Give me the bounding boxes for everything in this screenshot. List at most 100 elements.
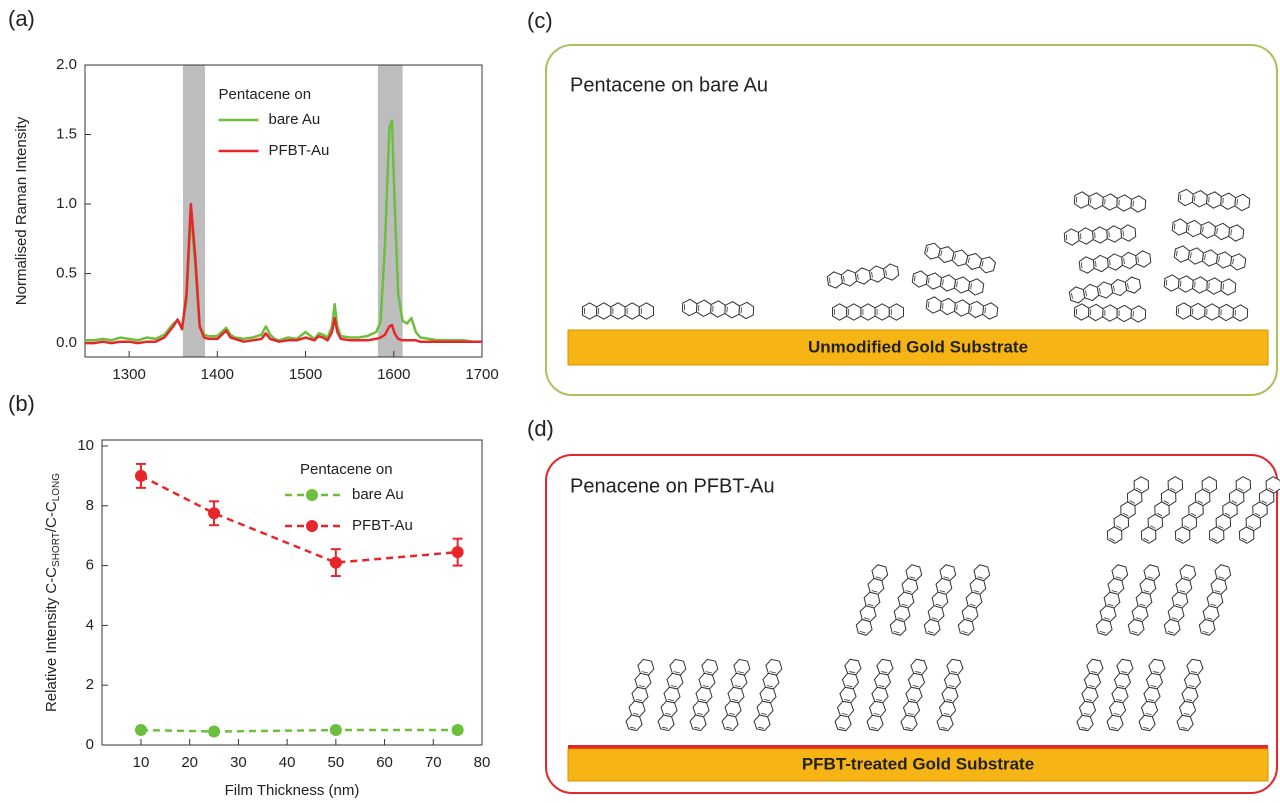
ring: [839, 686, 857, 704]
bond: [1222, 197, 1224, 204]
pentacene: [1176, 658, 1204, 732]
ring: [1145, 672, 1164, 690]
bond: [844, 699, 851, 701]
bond: [1147, 576, 1154, 579]
bond: [1111, 727, 1118, 729]
ring: [634, 672, 652, 690]
ring: [1124, 276, 1142, 294]
bond: [927, 631, 934, 634]
bond: [635, 698, 642, 702]
ring: [657, 714, 675, 732]
bond: [1183, 713, 1190, 715]
bond: [970, 305, 972, 312]
x-tick-label: 40: [279, 754, 296, 771]
bond: [943, 713, 950, 715]
bond: [1129, 500, 1136, 504]
bond: [673, 671, 680, 674]
bond: [1188, 685, 1195, 687]
bond: [641, 671, 648, 674]
ring: [1078, 700, 1097, 718]
bond: [901, 603, 908, 607]
pentacene: [1073, 191, 1147, 213]
bond: [914, 275, 916, 282]
pentacene: [832, 303, 904, 321]
x-tick-label: 1400: [201, 366, 234, 383]
ring: [669, 658, 687, 676]
bond: [1171, 617, 1178, 620]
bond: [867, 603, 874, 607]
bond: [1156, 512, 1163, 517]
pentacene: [657, 658, 687, 732]
ring: [1096, 281, 1114, 299]
ring: [902, 700, 921, 718]
bond: [1206, 617, 1213, 620]
ring: [738, 301, 755, 320]
bond: [1254, 512, 1261, 517]
ring: [698, 672, 716, 690]
bond: [1236, 199, 1238, 206]
bond: [857, 273, 859, 280]
ring: [721, 714, 739, 732]
bond: [1163, 500, 1170, 504]
ring: [1108, 700, 1127, 718]
bond: [1099, 287, 1101, 294]
bond: [731, 698, 738, 702]
pentacene: [1138, 658, 1166, 732]
marker: [208, 507, 221, 520]
bond: [1153, 671, 1160, 673]
pentacene: [957, 564, 991, 636]
bond: [1135, 617, 1142, 620]
bond: [1204, 254, 1206, 261]
panel-label: (a): [8, 6, 35, 31]
bond: [871, 590, 878, 593]
label-part: Relative Intensity C-C: [43, 567, 60, 712]
x-tick-label: 1700: [465, 366, 498, 383]
diagram-title: Pentacene on bare Au: [570, 74, 768, 96]
bond: [737, 671, 744, 674]
ring: [826, 271, 844, 289]
bond: [1139, 603, 1146, 607]
bond: [761, 712, 767, 715]
bond: [667, 698, 674, 702]
bond: [1179, 590, 1186, 593]
ring: [888, 303, 904, 321]
y-tick-label: 1.5: [56, 125, 77, 142]
bond: [1113, 713, 1120, 715]
ring: [1186, 658, 1204, 676]
y-tick-label: 0: [86, 736, 94, 753]
bond: [1115, 576, 1122, 579]
x-tick-label: 1300: [112, 366, 145, 383]
bond: [1186, 699, 1193, 701]
bond: [1173, 223, 1176, 230]
bond: [1118, 685, 1125, 687]
bond: [977, 576, 984, 579]
bond: [1218, 256, 1220, 263]
bond: [931, 617, 938, 620]
bond: [928, 277, 930, 284]
bond: [699, 698, 706, 702]
pentacene: [1127, 564, 1161, 636]
bond: [1145, 713, 1152, 715]
ring: [938, 700, 957, 718]
ring: [1232, 304, 1249, 322]
bond: [969, 603, 976, 607]
bond: [970, 283, 972, 290]
ring: [941, 686, 959, 704]
ring: [1083, 672, 1102, 690]
bond: [846, 685, 853, 687]
bond: [1204, 487, 1210, 492]
bond: [871, 727, 878, 729]
bond: [1176, 250, 1178, 257]
bond: [946, 699, 953, 701]
ring: [1106, 714, 1124, 732]
bond: [662, 726, 669, 729]
pentacene: [681, 298, 755, 320]
ring: [871, 686, 889, 704]
pentacene: [753, 658, 783, 732]
ring: [1120, 224, 1137, 242]
bond: [1137, 256, 1139, 263]
bond: [1071, 292, 1073, 299]
ring: [637, 658, 655, 676]
bond: [1123, 258, 1125, 265]
bond: [907, 713, 914, 715]
